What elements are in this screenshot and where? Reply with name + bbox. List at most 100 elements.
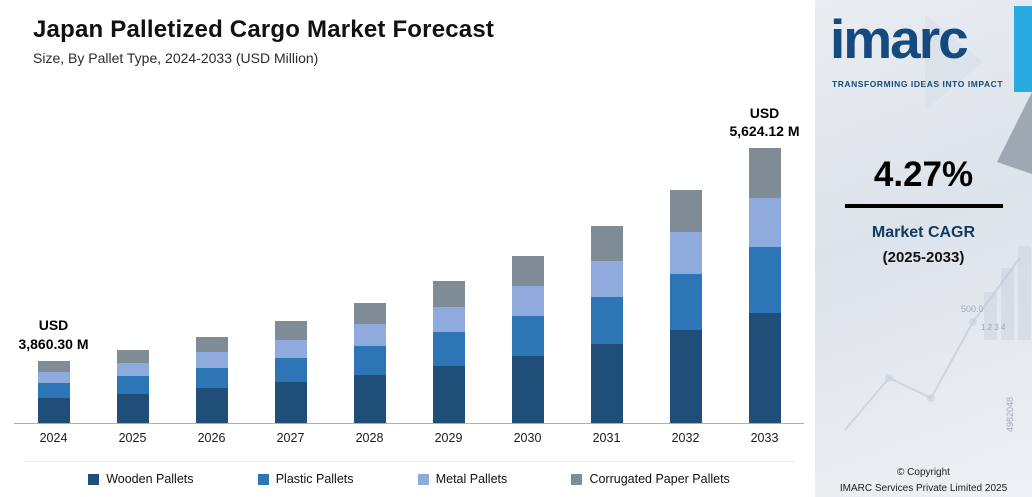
bar-segment-corrugated-paper-pallets — [432, 281, 465, 307]
x-axis-label-2024: 2024 — [39, 431, 68, 445]
stacked-bar-2025 — [116, 349, 149, 423]
legend-label-corrugated-paper-pallets: Corrugated Paper Pallets — [589, 472, 730, 486]
legend-item-plastic-pallets: Plastic Pallets — [257, 472, 354, 486]
stacked-bar-2030 — [511, 255, 544, 423]
bar-value-annotation-2024: USD 3,860.30 M — [18, 316, 88, 354]
decor-number: 500.0 — [961, 304, 984, 314]
legend-swatch-corrugated-paper-pallets — [571, 473, 583, 485]
bar-segment-wooden-pallets — [432, 366, 465, 423]
legend-swatch-plastic-pallets — [257, 473, 269, 485]
legend-item-metal-pallets: Metal Pallets — [417, 472, 507, 486]
x-axis-labels: 2024 2025 2026 2027 2028 2029 2030 2031 2032 2033 — [14, 424, 804, 445]
chart-legend: Wooden Pallets Plastic Pallets Metal Palle… — [24, 461, 794, 486]
x-axis-label-2033: 2033 — [750, 431, 779, 445]
copyright-line-1: © Copyright — [897, 467, 950, 478]
imarc-logo-accent-bar — [1014, 6, 1032, 92]
bar-segment-corrugated-paper-pallets — [590, 225, 623, 262]
cagr-period-label: (2025-2033) — [882, 249, 965, 266]
annotation-currency: USD — [38, 317, 69, 334]
sidebar-background-decor: 4982048 500.0 1 2 3 4 — [844, 14, 1032, 432]
bar-group-2028 — [330, 302, 409, 423]
market-cagr-value: 4.27% — [873, 155, 974, 194]
bar-segment-metal-pallets — [195, 352, 228, 368]
bar-segment-corrugated-paper-pallets — [511, 255, 544, 286]
bar-segment-wooden-pallets — [353, 374, 386, 423]
bar-group-2024: USD 3,860.30 M — [14, 316, 93, 423]
bar-segment-corrugated-paper-pallets — [37, 361, 70, 373]
bar-segment-corrugated-paper-pallets — [669, 190, 702, 232]
bar-segment-plastic-pallets — [37, 383, 70, 399]
x-axis-label-2032: 2032 — [671, 431, 700, 445]
bar-segment-plastic-pallets — [353, 346, 386, 375]
x-axis-label-2026: 2026 — [197, 431, 226, 445]
brand-sidebar: 4982048 500.0 1 2 3 4 imarc TRANSFORMING… — [815, 0, 1032, 497]
bar-segment-plastic-pallets — [511, 315, 544, 356]
bar-segment-metal-pallets — [353, 324, 386, 346]
bar-group-2031 — [567, 225, 646, 423]
bar-segment-plastic-pallets — [432, 332, 465, 367]
bar-segment-metal-pallets — [37, 372, 70, 384]
bar-group-2032 — [646, 190, 725, 423]
x-axis-label-2031: 2031 — [592, 431, 621, 445]
legend-item-wooden-pallets: Wooden Pallets — [88, 472, 194, 486]
stacked-bar-2024 — [37, 361, 70, 423]
x-axis-label-2029: 2029 — [434, 431, 463, 445]
legend-label-plastic-pallets: Plastic Pallets — [275, 472, 354, 486]
x-axis-label-2028: 2028 — [355, 431, 384, 445]
stacked-bar-2028 — [353, 302, 386, 423]
bar-segment-metal-pallets — [511, 285, 544, 316]
bar-group-2030 — [488, 255, 567, 423]
legend-swatch-metal-pallets — [417, 473, 429, 485]
bar-segment-wooden-pallets — [195, 388, 228, 423]
stacked-bar-2027 — [274, 321, 307, 423]
bar-segment-wooden-pallets — [37, 398, 70, 423]
chart-title: Japan Palletized Cargo Market Forecast — [33, 16, 495, 43]
bar-segment-wooden-pallets — [274, 382, 307, 423]
bar-group-2029 — [409, 281, 488, 423]
chart-subtitle: Size, By Pallet Type, 2024-2033 (USD Mil… — [33, 50, 319, 66]
market-cagr-label: Market CAGR — [871, 224, 976, 241]
stacked-bar-2031 — [590, 225, 623, 423]
bar-segment-wooden-pallets — [511, 355, 544, 423]
bar-segment-metal-pallets — [748, 197, 781, 248]
bar-segment-corrugated-paper-pallets — [353, 302, 386, 325]
bar-segment-plastic-pallets — [748, 247, 781, 314]
chart-panel: Japan Palletized Cargo Market Forecast S… — [0, 0, 815, 486]
stacked-bar-2033 — [748, 148, 781, 424]
annotation-currency: USD — [749, 104, 780, 121]
annotation-value: 5,624.12 M — [729, 123, 800, 140]
bar-segment-corrugated-paper-pallets — [116, 349, 149, 363]
bar-segment-wooden-pallets — [748, 313, 781, 424]
bar-segment-plastic-pallets — [274, 357, 307, 383]
bar-segment-corrugated-paper-pallets — [195, 336, 228, 353]
bar-group-2026 — [172, 336, 251, 423]
imarc-logo: imarc — [830, 8, 969, 70]
copyright-notice: © Copyright IMARC Services Private Limit… — [821, 465, 1026, 496]
x-axis-label-2025: 2025 — [118, 431, 147, 445]
stacked-bar-2029 — [432, 281, 465, 423]
copyright-line-2: IMARC Services Private Limited 2025 — [839, 482, 1008, 494]
bar-segment-plastic-pallets — [590, 296, 623, 344]
x-axis-label-2030: 2030 — [513, 431, 542, 445]
bar-segment-corrugated-paper-pallets — [748, 148, 781, 198]
chart-header: Japan Palletized Cargo Market Forecast S… — [0, 0, 815, 66]
bar-segment-metal-pallets — [590, 261, 623, 297]
bar-group-2027 — [251, 321, 330, 423]
decor-number: 1 2 3 4 — [981, 323, 1006, 332]
bar-segment-wooden-pallets — [669, 329, 702, 423]
bar-group-2033: USD 5,624.12 M — [725, 104, 804, 424]
stacked-bar-2026 — [195, 336, 228, 423]
x-axis-label-2027: 2027 — [276, 431, 305, 445]
bar-segment-plastic-pallets — [195, 367, 228, 389]
bar-segment-metal-pallets — [669, 232, 702, 274]
bar-segment-metal-pallets — [274, 339, 307, 358]
bar-segment-plastic-pallets — [116, 376, 149, 394]
bar-segment-corrugated-paper-pallets — [274, 321, 307, 340]
bar-value-annotation-2033: USD 5,624.12 M — [729, 104, 799, 142]
bar-group-2025 — [93, 349, 172, 423]
bar-segment-wooden-pallets — [590, 344, 623, 423]
cagr-underline — [844, 204, 1003, 208]
stacked-bar-chart: USD 3,860.30 M USD 5,624.12 M — [14, 92, 804, 424]
decor-number: 4982048 — [1005, 397, 1015, 432]
